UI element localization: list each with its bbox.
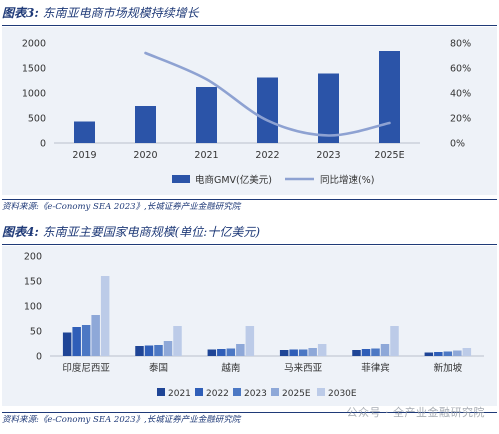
growth-line [144, 51, 391, 137]
legend-label: 2030E [328, 389, 357, 399]
figure1-label: 图表3: [2, 6, 39, 20]
y2-tick-label: 40% [450, 89, 471, 100]
country-bar [371, 348, 380, 356]
x-tick-label: 2021 [194, 150, 218, 161]
country-bar [424, 352, 434, 356]
y-tick-label: 0 [40, 139, 46, 150]
y-tick-label: 1500 [22, 64, 46, 75]
country-bar [352, 350, 361, 356]
gmv-bar [318, 73, 339, 143]
country-bar [217, 349, 226, 356]
y2-tick-label: 80% [450, 39, 471, 50]
chart1-svg: 0 500 1000 1500 2000 0% 20% 40% 60% 80% 2019 2020 20… [22, 39, 471, 187]
x-tick-label: 2023 [316, 150, 340, 161]
y2-tick-label: 20% [450, 114, 471, 125]
country-bar [135, 346, 144, 356]
legend-label-growth: 同比增速(%) [320, 174, 374, 186]
legend-swatch [157, 388, 165, 396]
x-tick-label: 2019 [72, 150, 96, 161]
country-bar [81, 325, 91, 356]
y2-tick-label: 60% [450, 64, 471, 75]
x-tick-label: 2022 [255, 150, 279, 161]
country-bar [279, 350, 289, 356]
country-bar [317, 344, 327, 356]
gmv-bar [135, 106, 156, 143]
country-bar [173, 326, 182, 356]
y-tick-label: 100 [24, 302, 42, 313]
gmv-bar [196, 87, 217, 143]
country-bar [163, 341, 173, 356]
country-bar [308, 348, 317, 356]
country-bar [62, 332, 72, 356]
x-tick-label: 泰国 [149, 362, 168, 374]
x-tick-label: 2020 [133, 150, 157, 161]
country-bar [453, 350, 462, 356]
y2-tick-label: 0% [450, 139, 465, 150]
legend-swatch [317, 388, 325, 396]
gmv-bar [257, 77, 278, 143]
x-tick-label: 2025E [374, 150, 404, 161]
country-bar [390, 326, 399, 356]
y-tick-label: 2000 [22, 39, 46, 50]
figure2-label: 图表4: [2, 225, 39, 239]
legend-swatch-gmv [172, 175, 190, 183]
y-tick-label: 150 [24, 277, 42, 288]
country-bar [289, 349, 298, 356]
country-bar [236, 344, 245, 356]
figure2-heading: 东南亚主要国家电商规模(单位:十亿美元) [42, 225, 261, 239]
country-bar [245, 326, 255, 356]
gmv-bar [74, 121, 95, 143]
country-bar [361, 349, 371, 356]
legend-swatch [233, 388, 241, 396]
country-bar [462, 348, 472, 356]
country-bar [144, 345, 154, 356]
country-bar [72, 327, 81, 356]
legend-label: 2025E [282, 389, 311, 399]
figure2-source: 资料来源:《e-Conomy SEA 2023》,长城证券产业金融研究院 [2, 412, 497, 427]
legend-swatch [271, 388, 279, 396]
figure1-title: 图表3: 东南亚电商市场规模持续增长 [2, 3, 497, 26]
chart1-panel: 0 500 1000 1500 2000 0% 20% 40% 60% 80% 2019 2020 20… [2, 27, 497, 195]
country-bar [434, 352, 443, 356]
y-tick-label: 0 [36, 352, 42, 363]
watermark-text: 公众号 · 全产业金融研究院 [346, 406, 485, 419]
y-tick-label: 1000 [22, 89, 46, 100]
gmv-bar [379, 51, 400, 143]
legend-label: 2021 [168, 389, 191, 399]
x-tick-label: 越南 [221, 362, 240, 374]
country-bar [298, 349, 308, 356]
legend-swatch [195, 388, 203, 396]
figure2-title: 图表4: 东南亚主要国家电商规模(单位:十亿美元) [2, 222, 497, 245]
x-tick-label: 菲律宾 [361, 362, 390, 374]
y-tick-label: 200 [24, 252, 42, 263]
y-tick-label: 50 [30, 327, 42, 338]
country-bar [443, 351, 453, 356]
country-bar [380, 344, 390, 356]
x-tick-label: 新加坡 [434, 362, 463, 374]
legend-label: 2022 [206, 389, 229, 399]
chart2-panel: 0 50 100 150 200 印度尼西亚 泰国 越南 马来西亚 菲律宾 新加坡 2021 2022 2… [2, 246, 497, 406]
figure1-heading: 东南亚电商市场规模持续增长 [42, 6, 199, 20]
legend-label-gmv: 电商GMV(亿美元) [195, 174, 272, 186]
country-bar [226, 348, 236, 356]
x-tick-label: 马来西亚 [284, 363, 323, 374]
x-tick-label: 印度尼西亚 [62, 362, 110, 374]
chart2-svg: 0 50 100 150 200 印度尼西亚 泰国 越南 马来西亚 菲律宾 新加坡 2021 2022 2… [24, 252, 484, 399]
legend-label: 2023 [244, 389, 267, 399]
country-bar [207, 349, 217, 356]
country-bar [91, 315, 100, 356]
country-bar [100, 276, 110, 356]
country-bar [154, 345, 163, 356]
y-tick-label: 500 [28, 114, 46, 125]
figure1-source: 资料来源:《e-Conomy SEA 2023》,长城证券产业金融研究院 [2, 199, 497, 214]
